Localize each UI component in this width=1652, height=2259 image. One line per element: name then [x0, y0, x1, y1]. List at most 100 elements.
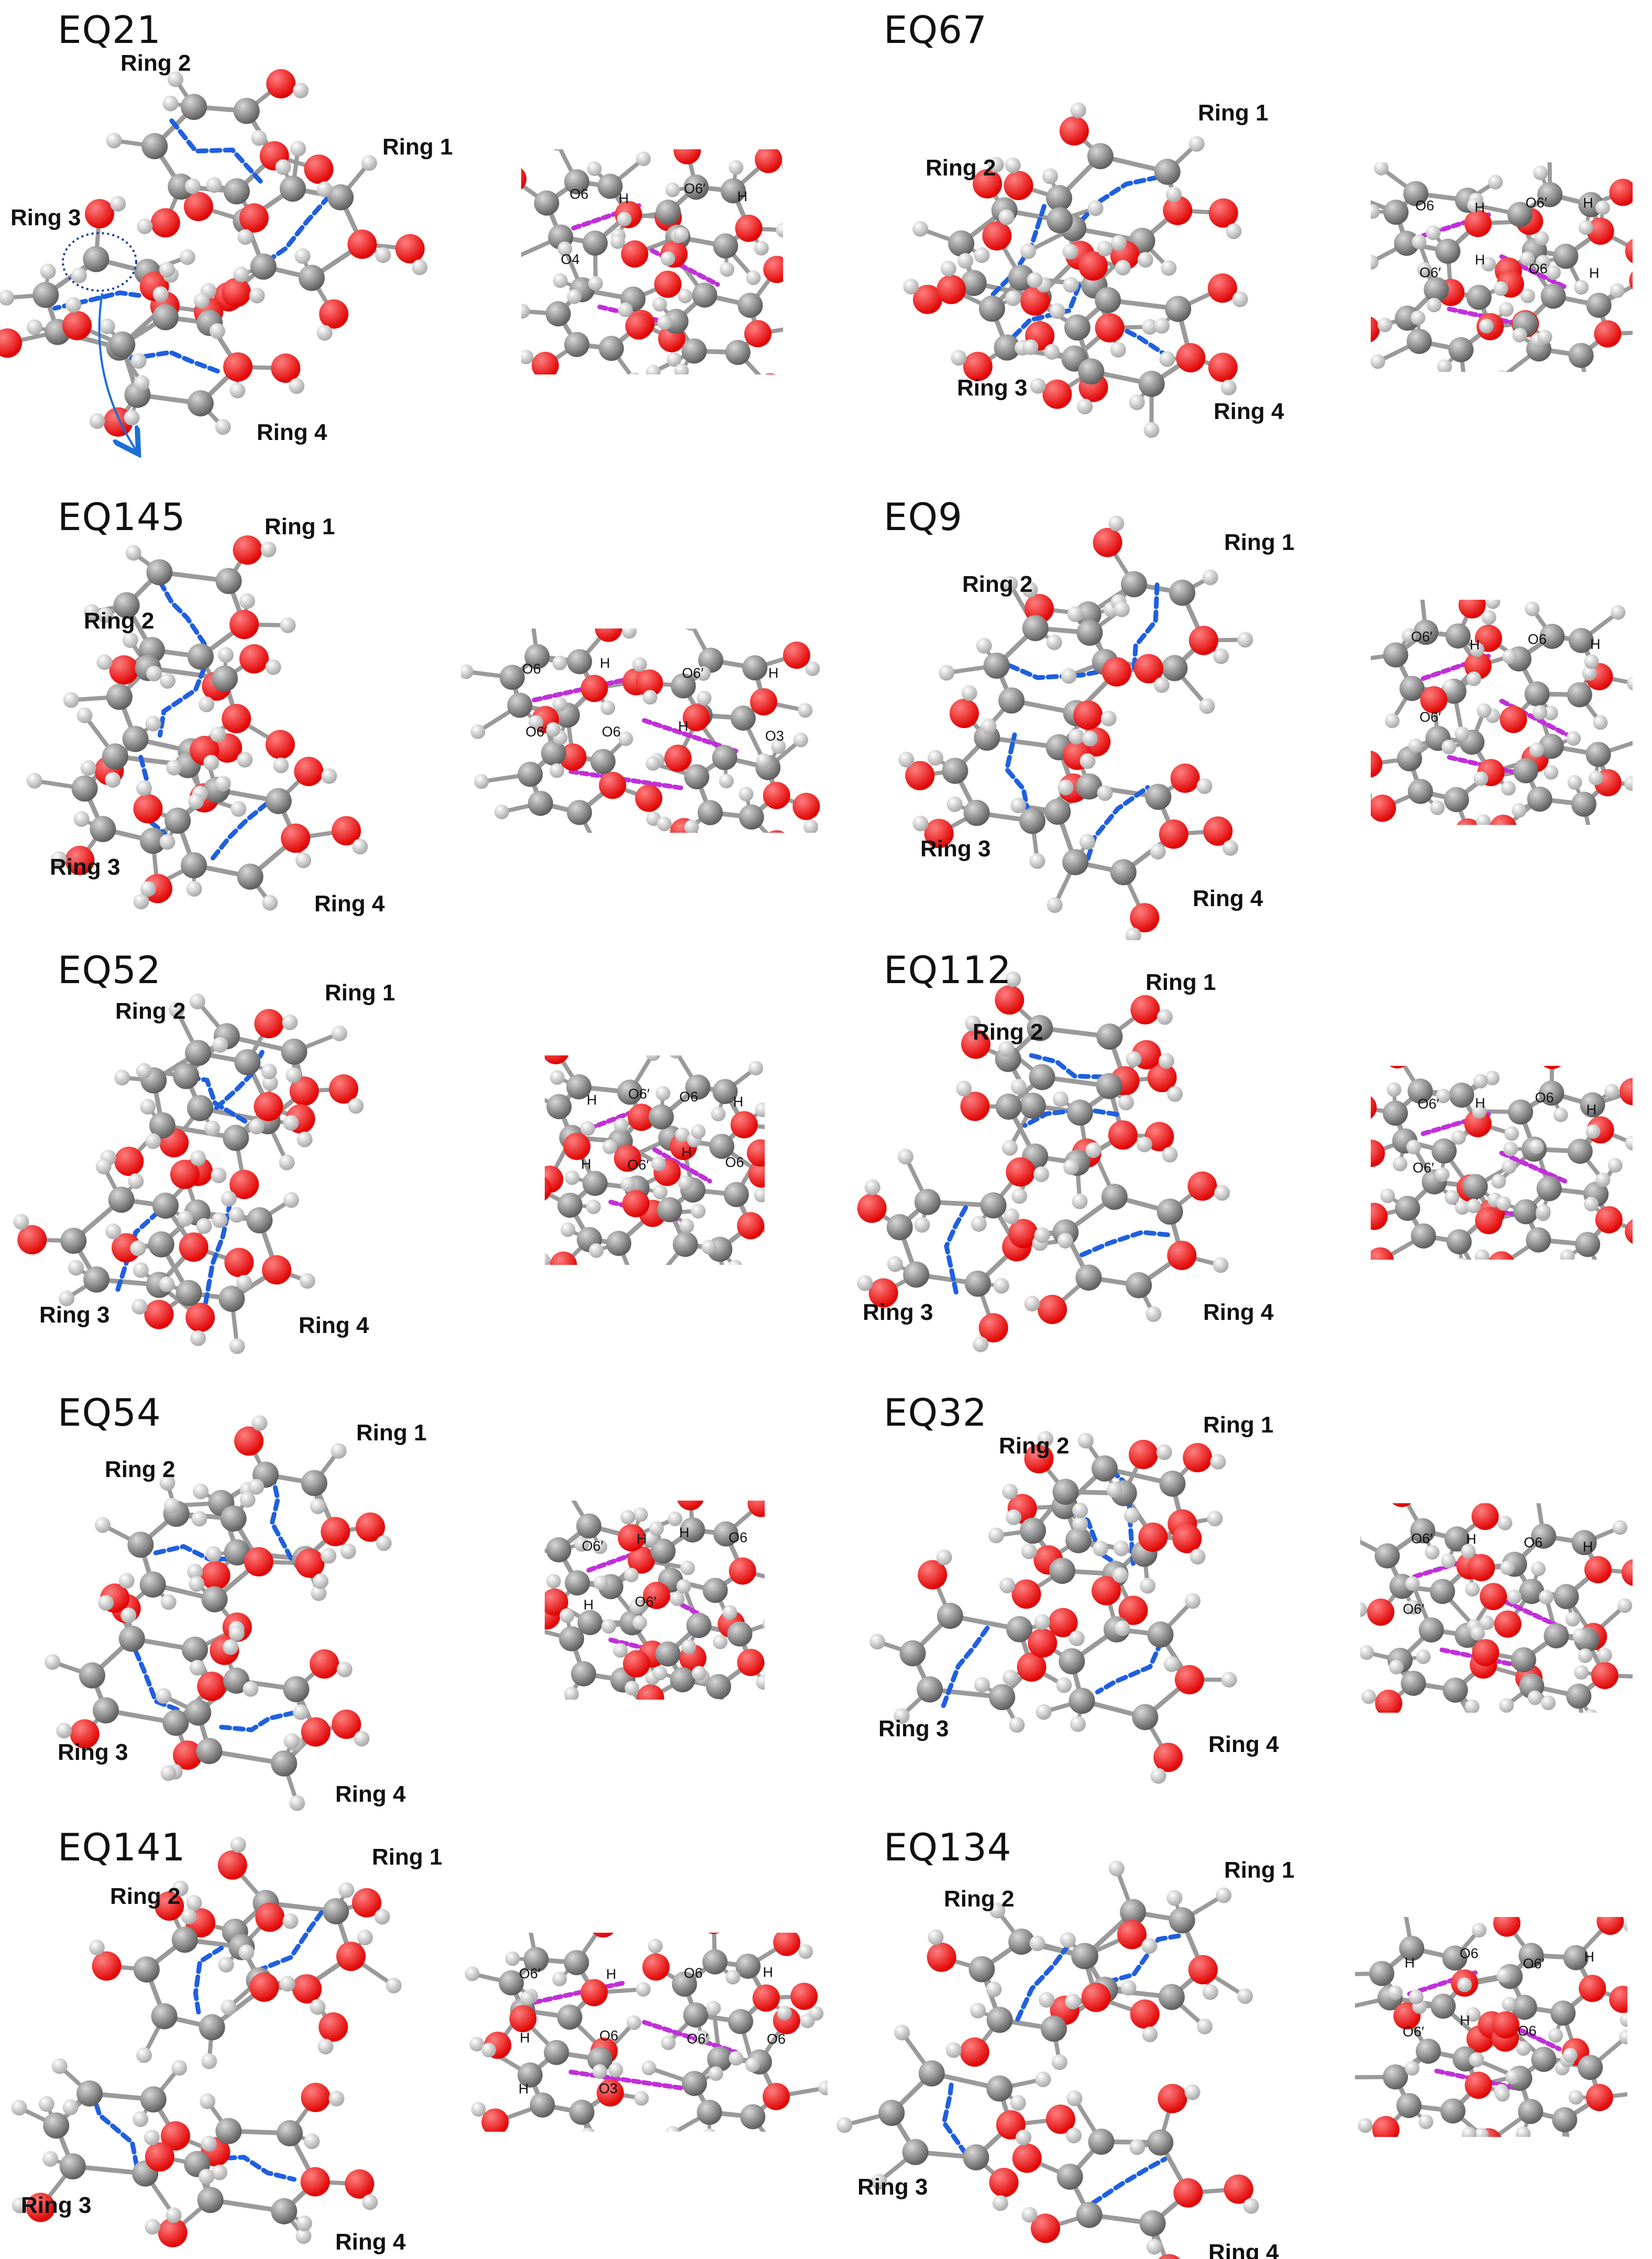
oxygen-atom	[1371, 795, 1396, 822]
hydrogen-atom	[800, 2013, 815, 2029]
hydrogen-atom	[521, 349, 534, 365]
oxygen-atom	[310, 1649, 339, 1679]
carbon-atom	[1091, 1455, 1118, 1482]
hydrogen-atom	[1207, 1511, 1223, 1527]
oxygen-atom	[750, 688, 777, 715]
oxygen-atom	[1619, 1078, 1633, 1106]
hydrogen-atom	[1371, 255, 1379, 270]
carbon-atom	[1563, 1945, 1589, 1970]
hydrogen-atom	[587, 161, 602, 177]
hydrogen-atom	[928, 1929, 944, 1945]
hydrogen-atom	[1361, 1689, 1376, 1704]
hydrogen-atom	[912, 816, 929, 832]
hydrogen-atom	[667, 1511, 682, 1526]
hydrogen-atom	[136, 780, 152, 796]
hydrogen-atom	[1374, 162, 1389, 175]
carbon-atom	[1075, 1264, 1102, 1291]
hydrogen-atom	[1150, 843, 1166, 859]
atom-label: H	[1470, 637, 1480, 653]
hydrogen-atom	[1604, 1084, 1620, 1099]
atom-label: H	[1475, 1095, 1485, 1111]
carbon-atom	[707, 2046, 733, 2072]
carbon-atom	[196, 1738, 223, 1765]
oxygen-atom	[1081, 1982, 1111, 2012]
hydrogen-atom	[1157, 1009, 1173, 1025]
hydrogen-atom	[1411, 310, 1426, 325]
carbon-atom	[250, 253, 277, 280]
oxygen-atom	[1020, 286, 1050, 316]
hydrogen-atom	[1115, 260, 1131, 276]
hydrogen-atom	[1005, 157, 1021, 173]
hydrogen-atom	[1436, 1088, 1451, 1104]
hydrogen-atom	[1505, 2069, 1521, 2085]
hydrogen-atom	[1213, 648, 1229, 665]
hydrogen-atom	[212, 1037, 228, 1053]
hydrogen-atom	[177, 1210, 193, 1227]
hydrogen-atom	[1129, 394, 1145, 411]
carbon-atom	[1418, 1617, 1444, 1643]
atom-label: H	[581, 1156, 591, 1172]
hydrogen-atom	[133, 2111, 149, 2127]
hydrogen-atom	[1627, 676, 1633, 691]
carbon-atom	[185, 1040, 212, 1066]
carbon-atom	[571, 1661, 597, 1687]
oxygen-atom	[265, 730, 295, 759]
hydrogen-atom	[1150, 1768, 1166, 1784]
oxygen-atom	[643, 1582, 670, 1610]
hydrogen-atom	[80, 760, 96, 776]
ring-label-1: Ring 1	[1146, 969, 1216, 995]
hydrogen-atom	[262, 1075, 278, 1091]
hydrogen-atom	[894, 2024, 910, 2041]
carbon-atom	[1029, 1064, 1055, 1090]
hydrogen-atom	[1029, 1935, 1045, 1952]
hydrogen-atom	[1504, 1126, 1519, 1141]
hydrogen-atom	[636, 1982, 651, 1997]
carbon-atom	[655, 1641, 681, 1667]
hydrogen-atom	[1024, 1295, 1040, 1312]
carbon-atom	[187, 643, 214, 670]
carbon-atom	[1059, 1648, 1085, 1674]
hydrogen-atom	[203, 755, 219, 771]
hydrogen-atom	[564, 1687, 579, 1700]
atom-label: O4	[561, 251, 580, 267]
oxygen-atom	[773, 1933, 801, 1956]
carbon-atom	[1539, 623, 1565, 649]
ring-label-4: Ring 4	[1203, 1299, 1274, 1325]
hydrogen-atom	[1002, 1483, 1018, 1500]
carbon-atom	[223, 178, 250, 205]
hydrogen-atom	[1146, 2239, 1162, 2255]
hbond-inset: O6 H O6′ H O6′ O6 H O3	[461, 629, 820, 833]
hydrogen-atom	[993, 1277, 1009, 1294]
hydrogen-atom	[159, 1475, 175, 1491]
molecule-structure: Ring 1 Ring 2 Ring 3 Ring 4	[26, 514, 385, 917]
hydrogen-atom	[1405, 1576, 1420, 1591]
hydrogen-atom	[903, 279, 919, 295]
hydrogen-atom	[238, 1944, 255, 1960]
atom-label: O6	[767, 2031, 786, 2047]
carbon-atom	[712, 745, 737, 770]
oxygen-atom	[1458, 600, 1486, 619]
hydrogen-atom	[279, 1976, 295, 1992]
hydrogen-atom	[1479, 1615, 1494, 1630]
hydrogen-atom	[1565, 1612, 1580, 1627]
hydrogen-atom	[171, 2060, 188, 2076]
oxygen-atom	[304, 154, 334, 184]
hbond-inset: O6′ H O6 H H O6 O6′ O6 H O3	[465, 1933, 828, 2132]
hydrogen-atom	[1620, 2012, 1627, 2027]
hydrogen-atom	[1525, 601, 1540, 616]
hydrogen-atom	[748, 1061, 764, 1076]
hydrogen-atom	[1610, 283, 1625, 298]
hydrogen-atom	[1405, 1600, 1420, 1615]
hydrogen-atom	[974, 1677, 990, 1693]
hydrogen-atom	[1141, 1938, 1158, 1954]
hydrogen-atom	[1042, 168, 1058, 184]
carbon-atom	[670, 1667, 696, 1693]
oxygen-atom	[1389, 1066, 1406, 1068]
hydrogen-atom	[927, 750, 943, 766]
hydrogen-atom	[1516, 2126, 1531, 2137]
inter-hbond	[532, 1980, 629, 2005]
oxygen-atom	[545, 1177, 552, 1201]
carbon-atom	[1537, 182, 1563, 207]
hydrogen-atom	[729, 2051, 744, 2066]
hydrogen-atom	[805, 661, 820, 676]
